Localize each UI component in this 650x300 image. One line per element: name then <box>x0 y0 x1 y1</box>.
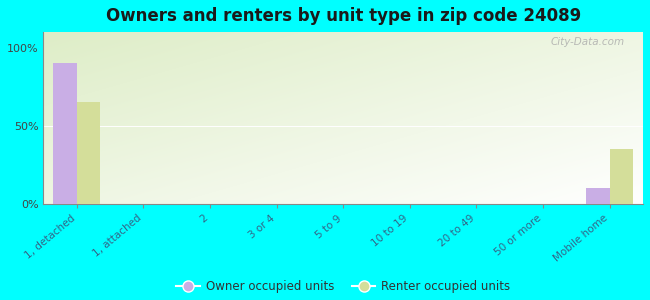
Text: City-Data.com: City-Data.com <box>551 37 625 47</box>
Bar <box>610 149 633 204</box>
Bar <box>77 102 100 204</box>
Bar <box>586 188 610 204</box>
Title: Owners and renters by unit type in zip code 24089: Owners and renters by unit type in zip c… <box>105 7 581 25</box>
Legend: Owner occupied units, Renter occupied units: Owner occupied units, Renter occupied un… <box>172 275 515 298</box>
Bar <box>53 63 77 204</box>
